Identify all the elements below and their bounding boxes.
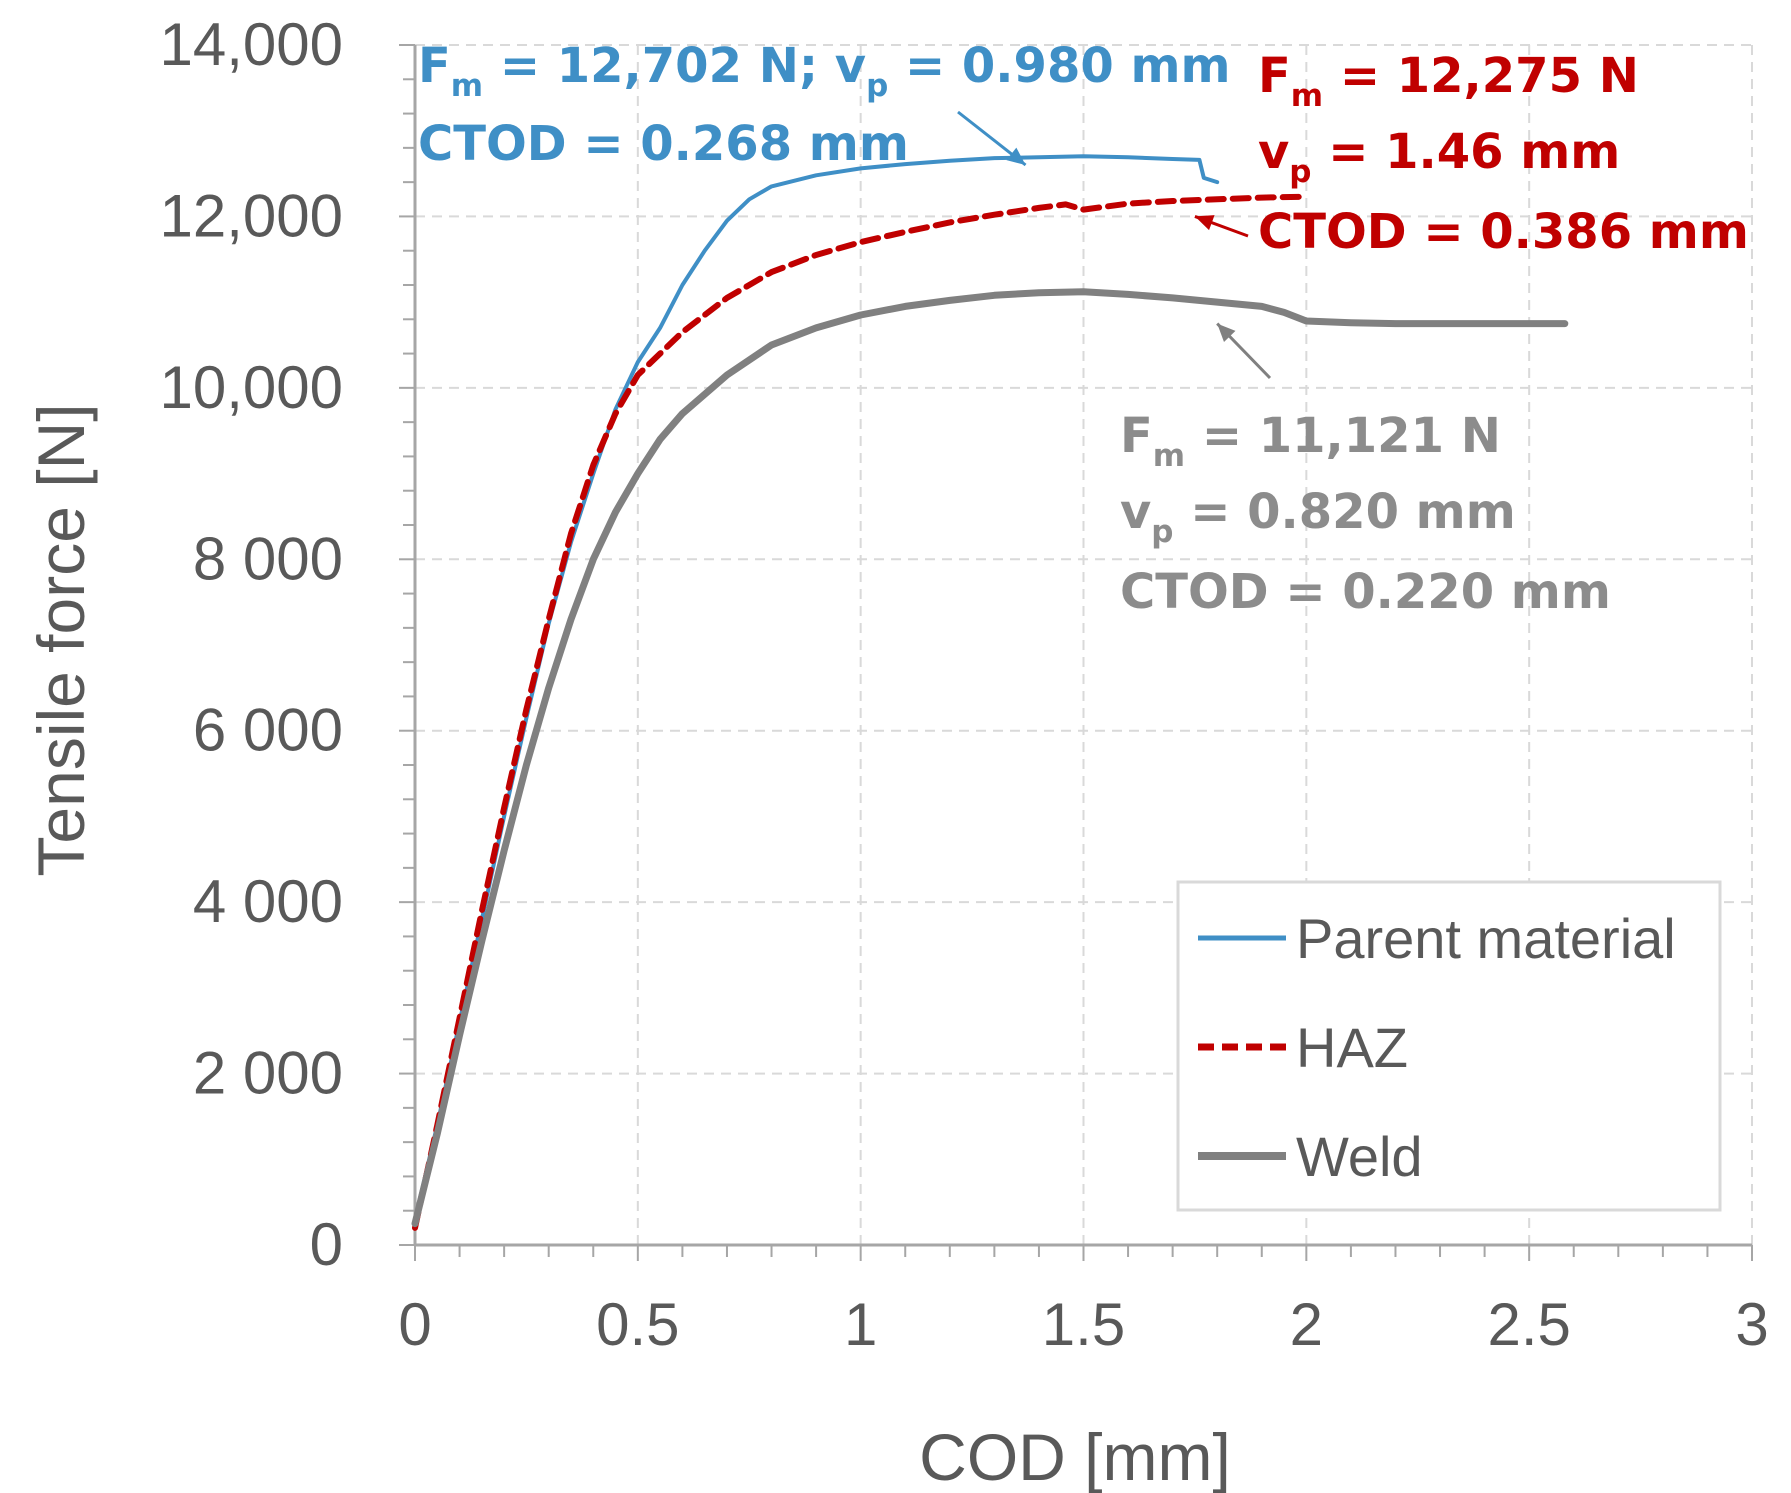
y-tick-label: 6 000 bbox=[193, 697, 343, 764]
x-axis-title: COD [mm] bbox=[919, 1420, 1231, 1493]
y-tick-label: 14,000 bbox=[159, 11, 343, 78]
y-tick-label: 8 000 bbox=[193, 525, 343, 592]
grid-lines bbox=[415, 44, 1753, 1245]
x-tick-labels: 0 0.5 1 1.5 2 2.5 3 bbox=[398, 1291, 1768, 1358]
x-tick-label: 0 bbox=[398, 1291, 431, 1358]
series-line-parent-material bbox=[413, 154, 1220, 1222]
annotation-arrowhead-weld bbox=[1217, 323, 1236, 343]
series-line-weld bbox=[411, 288, 1569, 1228]
y-tick-label: 0 bbox=[310, 1211, 343, 1278]
x-tick-label: 0.5 bbox=[596, 1291, 679, 1358]
series-line-haz bbox=[412, 193, 1310, 1231]
annotation-haz-line3: CTOD = 0.386 mm bbox=[1258, 204, 1749, 260]
x-tick-label: 2 bbox=[1290, 1291, 1323, 1358]
legend-label-weld: Weld bbox=[1296, 1125, 1423, 1188]
y-axis-title: Tensile force [N] bbox=[24, 403, 98, 876]
legend-label-parent-material: Parent material bbox=[1296, 907, 1676, 970]
y-tick-label: 2 000 bbox=[193, 1040, 343, 1107]
annotation-haz-line1: Fm = 12,275 N bbox=[1258, 48, 1639, 114]
series-lines bbox=[411, 154, 1569, 1231]
x-tick-label: 1.5 bbox=[1042, 1291, 1125, 1358]
y-tick-label: 12,000 bbox=[159, 182, 343, 249]
annotation-weld-line2: vp = 0.820 mm bbox=[1120, 484, 1516, 550]
annotation-weld: Fm = 11,121 N vp = 0.820 mm CTOD = 0.220… bbox=[1120, 408, 1611, 620]
annotation-parent-line2: CTOD = 0.268 mm bbox=[418, 116, 909, 172]
annotation-arrowhead-parent bbox=[1006, 147, 1026, 165]
x-tick-label: 3 bbox=[1735, 1291, 1768, 1358]
legend-label-haz: HAZ bbox=[1296, 1016, 1408, 1079]
annotation-arrowhead-haz bbox=[1194, 215, 1215, 231]
x-tick-label: 1 bbox=[844, 1291, 877, 1358]
annotation-weld-line1: Fm = 11,121 N bbox=[1120, 408, 1501, 474]
annotation-parent: Fm = 12,702 N; vp = 0.980 mm CTOD = 0.26… bbox=[418, 38, 1230, 172]
annotation-haz: Fm = 12,275 N vp = 1.46 mm CTOD = 0.386 … bbox=[1258, 48, 1749, 260]
y-tick-label: 10,000 bbox=[159, 354, 343, 421]
x-tick-label: 2.5 bbox=[1487, 1291, 1570, 1358]
legend: Parent material HAZ Weld bbox=[1176, 880, 1722, 1212]
annotation-arrows bbox=[957, 110, 1272, 380]
y-tick-labels: 0 2 000 4 000 6 000 8 000 10,000 12,000 14,000 bbox=[159, 11, 343, 1278]
annotation-haz-line2: vp = 1.46 mm bbox=[1258, 124, 1620, 190]
axes bbox=[399, 44, 1753, 1261]
y-tick-label: 4 000 bbox=[193, 868, 343, 935]
annotation-weld-line3: CTOD = 0.220 mm bbox=[1120, 564, 1611, 620]
annotation-parent-line1: Fm = 12,702 N; vp = 0.980 mm bbox=[418, 38, 1230, 104]
